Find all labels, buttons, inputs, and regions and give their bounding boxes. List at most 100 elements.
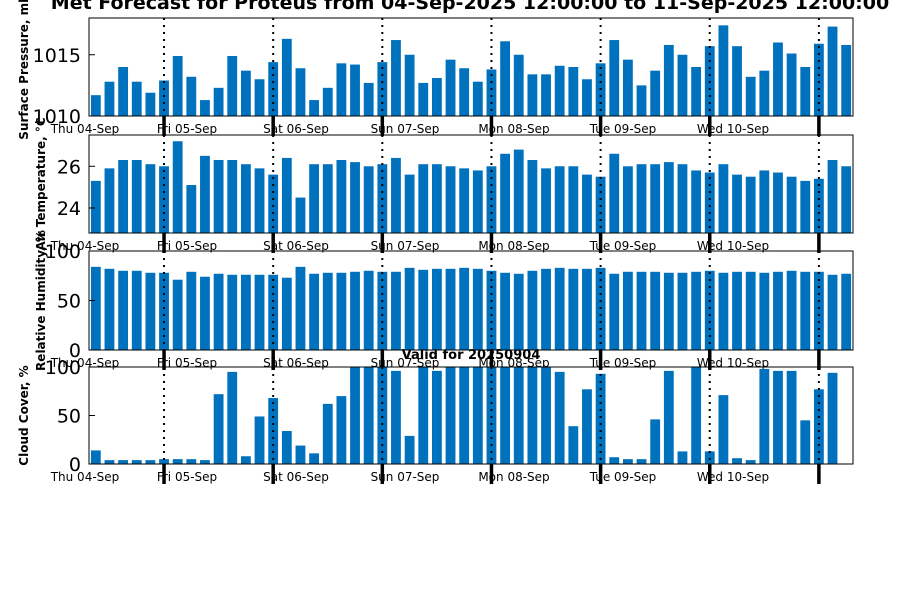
bar bbox=[827, 26, 838, 116]
bar bbox=[336, 272, 347, 350]
bar bbox=[718, 272, 729, 350]
bar bbox=[418, 164, 429, 233]
bar bbox=[227, 160, 238, 233]
bar bbox=[418, 367, 429, 464]
x-tick-label: Tue 09-Sep bbox=[589, 239, 657, 253]
bar bbox=[691, 271, 702, 350]
bar bbox=[827, 372, 838, 464]
bar bbox=[472, 170, 483, 233]
bar bbox=[527, 74, 538, 116]
bar bbox=[445, 367, 456, 464]
bar bbox=[431, 164, 442, 233]
bar bbox=[186, 459, 197, 464]
bar bbox=[159, 80, 169, 116]
y-tick-label: 1010 bbox=[33, 106, 81, 128]
bar bbox=[172, 279, 183, 350]
bar bbox=[786, 176, 797, 233]
bar bbox=[200, 155, 210, 233]
bar bbox=[691, 170, 702, 233]
bar bbox=[486, 367, 497, 464]
bar bbox=[541, 367, 551, 464]
bar bbox=[541, 74, 551, 116]
bar bbox=[677, 54, 688, 116]
bar bbox=[718, 395, 729, 464]
y-axis-label: Relative Humidity, % bbox=[34, 230, 48, 371]
bar bbox=[786, 370, 797, 464]
bar bbox=[391, 157, 401, 233]
x-tick-label: Mon 08-Sep bbox=[478, 470, 549, 484]
x-tick-label: Sun 07-Sep bbox=[371, 470, 440, 484]
bar bbox=[118, 270, 129, 350]
bar bbox=[800, 180, 811, 233]
bar bbox=[841, 166, 852, 233]
y-tick-label: 50 bbox=[57, 406, 81, 428]
bar bbox=[827, 274, 838, 350]
bar bbox=[759, 70, 770, 116]
x-tick-label: Thu 04-Sep bbox=[50, 122, 120, 136]
bar bbox=[172, 55, 183, 116]
bar bbox=[104, 81, 115, 116]
chart-title: Met Forecast for Proteus from 04-Sep-202… bbox=[51, 0, 889, 14]
bar bbox=[459, 267, 470, 350]
bar bbox=[622, 59, 633, 116]
bar bbox=[582, 389, 592, 464]
bar bbox=[363, 367, 374, 464]
bar bbox=[527, 367, 538, 464]
panel-2: 24 26 Thu 04-Sep Fri 05-Sep Sat 06-Sep Sun 07… bbox=[34, 117, 854, 253]
bar bbox=[145, 272, 156, 350]
bar bbox=[636, 85, 647, 117]
x-tick-label: Wed 10-Sep bbox=[697, 356, 769, 370]
bar bbox=[418, 269, 429, 350]
bar bbox=[582, 79, 592, 116]
bar bbox=[213, 87, 224, 116]
panel-4: 0 50 100 Thu 04-Sep Fri 05-Sep Sat 06-Sep Sun … bbox=[17, 357, 854, 484]
bar bbox=[527, 270, 538, 350]
x-tick-label: Fri 05-Sep bbox=[157, 356, 217, 370]
bar bbox=[240, 456, 251, 464]
bar bbox=[500, 272, 511, 350]
bar bbox=[254, 274, 265, 350]
bar bbox=[568, 67, 579, 116]
bar bbox=[595, 373, 606, 464]
bar bbox=[404, 174, 415, 233]
bar bbox=[445, 166, 456, 233]
bar bbox=[663, 370, 674, 464]
valid-date-label: Valid for 20250904 bbox=[402, 348, 541, 363]
bar bbox=[459, 68, 470, 116]
bar bbox=[800, 271, 811, 350]
bar bbox=[145, 92, 156, 116]
y-tick-label: 24 bbox=[57, 198, 81, 220]
x-tick-label: Sun 07-Sep bbox=[371, 122, 440, 136]
bar bbox=[159, 272, 169, 350]
bar bbox=[445, 59, 456, 116]
bar bbox=[459, 367, 470, 464]
bar bbox=[254, 168, 265, 233]
bar bbox=[281, 38, 292, 116]
bar bbox=[691, 367, 702, 464]
bar bbox=[295, 197, 306, 233]
x-tick-label: Sat 06-Sep bbox=[263, 239, 329, 253]
bar bbox=[90, 450, 101, 464]
bar bbox=[404, 435, 415, 464]
bar bbox=[500, 153, 511, 233]
bar bbox=[254, 416, 265, 464]
bar bbox=[622, 166, 633, 233]
y-tick-label: 100 bbox=[45, 241, 81, 263]
bar bbox=[227, 274, 238, 350]
bar bbox=[827, 160, 838, 233]
bar bbox=[309, 164, 320, 233]
x-tick-label: Thu 04-Sep bbox=[50, 239, 120, 253]
bar bbox=[431, 78, 442, 116]
bar bbox=[200, 100, 210, 116]
bar bbox=[404, 267, 415, 350]
bar bbox=[377, 271, 388, 350]
bar bbox=[472, 268, 483, 350]
bar bbox=[513, 54, 524, 116]
bar bbox=[268, 274, 279, 350]
bar bbox=[431, 268, 442, 350]
bar bbox=[732, 46, 742, 116]
bar bbox=[500, 41, 511, 116]
bar bbox=[650, 164, 661, 233]
